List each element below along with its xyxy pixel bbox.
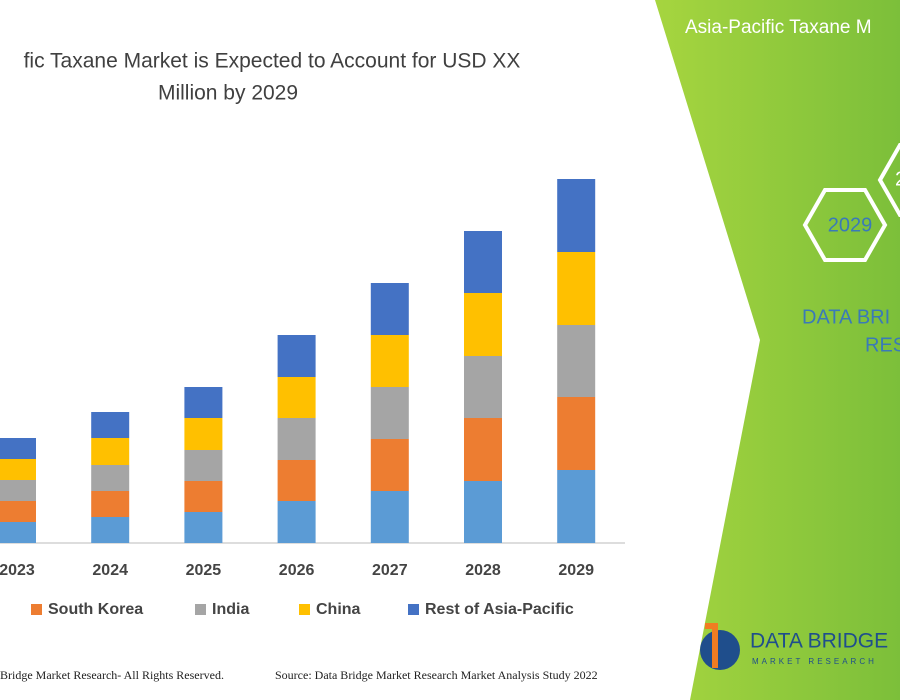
bar-segment [0,480,36,501]
legend-label: China [316,601,361,618]
bar-segment [464,418,502,481]
bar-segment [464,356,502,418]
bar-segment [370,387,409,439]
logo-name: DATA BRIDGE [750,630,888,653]
bar-segment [184,450,223,481]
chart-title: Million by 2029 [158,82,298,105]
chart-title: fic Taxane Market is Expected to Account… [24,50,521,73]
x-tick-label: 2025 [186,562,222,579]
bar-segment [277,501,316,543]
logo-tagline: MARKET RESEARCH [752,657,877,666]
bar-segment [557,470,596,543]
x-tick-label: 2026 [279,562,315,579]
x-tick-label: 2024 [92,562,128,579]
bar-segment [91,517,130,543]
bar-segment [277,418,316,460]
bar-segment [464,231,502,293]
bar-segment [277,377,316,418]
x-tick-label: 2027 [372,562,408,579]
bar-segment [370,439,409,491]
side-panel [655,0,900,700]
bar-segment [0,501,36,522]
logo: DATA BRIDGE MARKET RESEARCH [700,623,888,670]
bar-segment [184,387,223,418]
brand-text: RES [865,334,900,356]
bar-segment [464,293,502,356]
bar-segment [277,460,316,501]
footer-text: Bridge Market Research- All Rights Reser… [0,668,224,682]
bar-segment [370,491,409,543]
bar-segment [184,512,223,543]
bar-segment [184,418,223,450]
bar-segment [557,252,596,325]
bar-segment [557,397,596,470]
bar-segment [0,522,36,543]
logo-icon [700,630,740,670]
legend-swatch [31,604,42,615]
bar-segment [277,335,316,377]
x-tick-label: 2023 [0,562,35,579]
bar-segment [91,465,130,491]
hex-label: 2029 [828,214,873,236]
legend-label: Rest of Asia-Pacific [425,601,574,618]
bar-segment [91,491,130,517]
bar-segment [370,335,409,387]
bar-segment [557,179,596,252]
bar-segment [0,438,36,459]
footer-text: Source: Data Bridge Market Research Mark… [275,668,598,682]
bar-segment [184,481,223,512]
x-tick-label: 2028 [465,562,501,579]
brand-text: DATA BRI [802,306,890,328]
bar-segment [91,412,130,438]
legend-swatch [195,604,206,615]
bar-segment [464,481,502,543]
legend-label: South Korea [48,601,143,618]
hexagon [802,188,888,262]
x-tick-label: 2029 [558,562,594,579]
bar-segment [557,325,596,397]
legend-swatch [299,604,310,615]
legend-swatch [408,604,419,615]
logo-icon [705,623,718,668]
panel-heading: Asia-Pacific Taxane M [685,17,872,38]
bar-segment [91,438,130,465]
legend-label: India [212,601,249,618]
bar-segment [370,283,409,335]
bar-segment [0,459,36,480]
hex-label: 2 [895,168,900,190]
